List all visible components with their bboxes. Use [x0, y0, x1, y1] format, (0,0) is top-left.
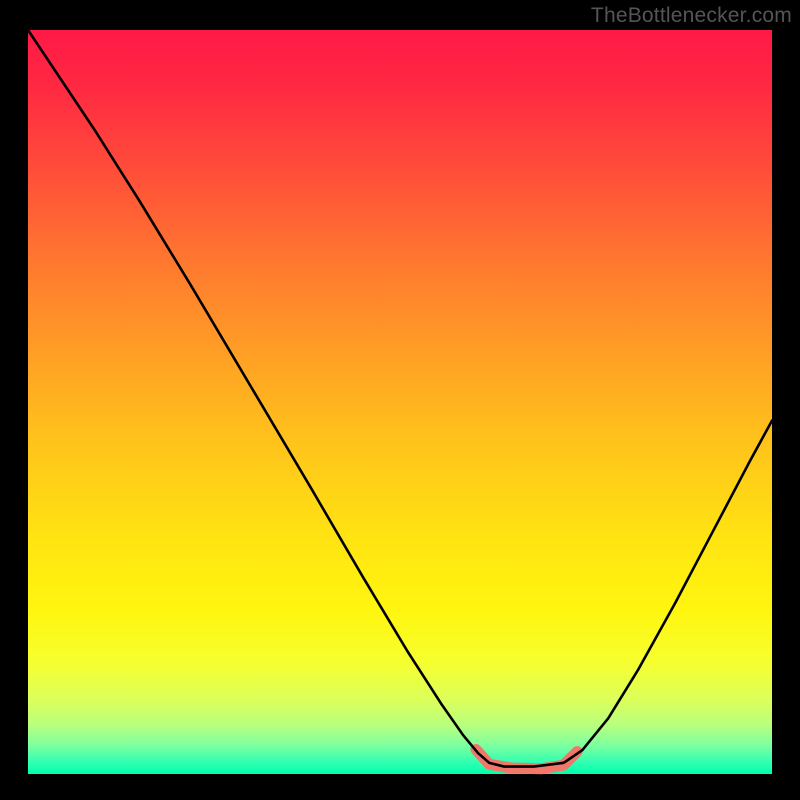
bottleneck-curve-chart: [0, 0, 800, 800]
chart-container: TheBottlenecker.com: [0, 0, 800, 800]
plot-background: [28, 30, 772, 774]
watermark-label: TheBottlenecker.com: [591, 4, 792, 28]
